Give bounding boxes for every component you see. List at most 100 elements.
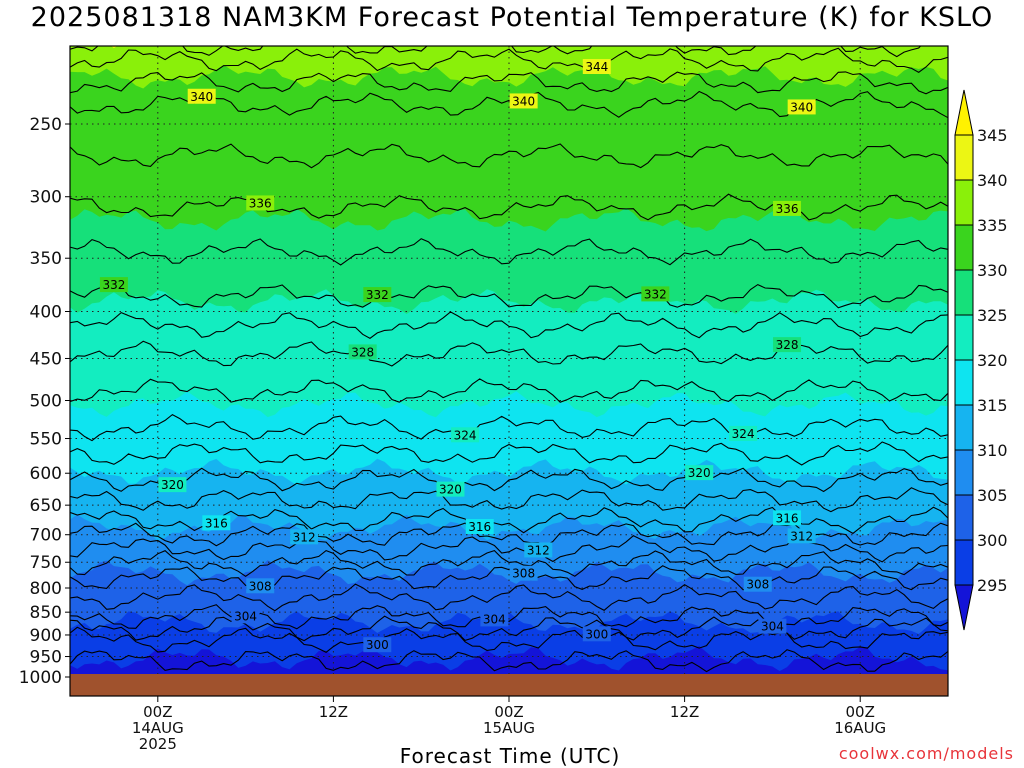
y-tick-label-600: 600 bbox=[30, 464, 62, 484]
contour-label-text: 316 bbox=[205, 516, 228, 530]
contour-line-318 bbox=[70, 487, 948, 513]
y-tick-label-900: 900 bbox=[30, 626, 62, 646]
fill-band-340 bbox=[70, 46, 948, 89]
contour-label-text: 332 bbox=[102, 278, 125, 292]
x-tick-label-54-1: 16AUG bbox=[834, 719, 886, 737]
colorbar: 295 300 305 310 315 320 325 330 335 340 345 bbox=[954, 89, 1008, 631]
contour-line-328 bbox=[70, 340, 948, 367]
colorbar-label-320: 320 bbox=[977, 351, 1008, 370]
y-axis: 250 300 350 400 450 500 550 600 650 700 750 800 850 9… bbox=[19, 115, 70, 688]
contour-label-320-15: 320 bbox=[685, 465, 714, 481]
fill-band-335 bbox=[70, 46, 948, 232]
contour-label-text: 320 bbox=[439, 483, 462, 497]
y-tick-label-850: 850 bbox=[30, 603, 62, 623]
contour-line-304 bbox=[70, 604, 948, 630]
contour-label-300-29: 300 bbox=[582, 626, 611, 642]
contour-label-text: 332 bbox=[366, 288, 389, 302]
contour-label-304-25: 304 bbox=[231, 608, 260, 624]
contour-label-text: 320 bbox=[688, 466, 711, 480]
contour-label-304-27: 304 bbox=[758, 618, 787, 634]
colorbar-swatch-295 bbox=[954, 539, 974, 586]
y-tick-label-300: 300 bbox=[30, 188, 62, 208]
contour-label-316-16: 316 bbox=[202, 515, 231, 531]
contour-label-text: 332 bbox=[644, 287, 667, 301]
x-tick-label-6-0: 00Z bbox=[143, 703, 172, 721]
y-tick-label-750: 750 bbox=[30, 553, 62, 573]
contour-label-324-12: 324 bbox=[729, 425, 758, 441]
contour-label-text: 312 bbox=[527, 543, 550, 557]
contour-label-text: 308 bbox=[249, 579, 272, 593]
contour-line-324 bbox=[70, 413, 948, 442]
contour-label-text: 300 bbox=[585, 627, 608, 641]
contour-line-342 bbox=[70, 71, 948, 95]
contour-line-336 bbox=[70, 193, 948, 221]
contour-label-text: 308 bbox=[746, 578, 769, 592]
contour-label-328-9: 328 bbox=[348, 344, 377, 360]
colorbar-swatch-325 bbox=[954, 269, 974, 316]
contour-label-text: 308 bbox=[512, 567, 535, 581]
colorbar-swatch-340 bbox=[954, 134, 974, 181]
x-tick-label-18-0: 12Z bbox=[319, 703, 348, 721]
colorbar-label-315: 315 bbox=[977, 396, 1008, 415]
contour-label-328-10: 328 bbox=[773, 337, 802, 353]
contour-line-332 bbox=[70, 283, 948, 309]
contour-label-336-4: 336 bbox=[246, 195, 275, 211]
contour-label-332-8: 332 bbox=[641, 286, 670, 302]
gridline-layer bbox=[70, 46, 948, 696]
contour-line-298 bbox=[70, 649, 948, 673]
contour-label-text: 340 bbox=[190, 90, 213, 104]
y-tick-label-350: 350 bbox=[30, 249, 62, 269]
colorbar-label-340: 340 bbox=[977, 171, 1008, 190]
contour-line-326 bbox=[70, 378, 948, 403]
contour-label-text: 324 bbox=[454, 428, 477, 442]
colorbar-label-300: 300 bbox=[977, 531, 1008, 550]
chart-title: 2025081318 NAM3KM Forecast Potential Tem… bbox=[30, 2, 994, 33]
contour-line-338 bbox=[70, 143, 948, 169]
contour-label-316-17: 316 bbox=[465, 518, 494, 534]
contour-line-310 bbox=[70, 549, 948, 577]
y-tick-label-700: 700 bbox=[30, 526, 62, 546]
contour-label-text: 320 bbox=[161, 478, 184, 492]
y-tick-label-250: 250 bbox=[30, 115, 62, 135]
contour-label-300-28: 300 bbox=[363, 637, 392, 653]
colorbar-label-305: 305 bbox=[977, 486, 1008, 505]
contour-label-308-22: 308 bbox=[246, 578, 275, 594]
contour-label-text: 324 bbox=[732, 427, 755, 441]
y-tick-label-950: 950 bbox=[30, 648, 62, 668]
colorbar-label-335: 335 bbox=[977, 216, 1008, 235]
y-tick-label-1000: 1000 bbox=[19, 668, 62, 688]
contour-label-304-26: 304 bbox=[480, 611, 509, 627]
y-tick-label-400: 400 bbox=[30, 302, 62, 322]
contour-label-text: 312 bbox=[790, 529, 813, 543]
ground-surface bbox=[70, 674, 948, 696]
contour-line-308 bbox=[70, 565, 948, 591]
contour-label-text: 304 bbox=[234, 609, 257, 623]
contour-label-324-11: 324 bbox=[451, 427, 480, 443]
contour-label-332-7: 332 bbox=[363, 287, 392, 303]
x-tick-label-54-0: 00Z bbox=[846, 703, 875, 721]
colorbar-swatch-300 bbox=[954, 494, 974, 541]
colorbar-label-325: 325 bbox=[977, 306, 1008, 325]
contour-label-312-21: 312 bbox=[787, 528, 816, 544]
colorbar-swatch-320 bbox=[954, 314, 974, 361]
colorbar-swatch-310 bbox=[954, 404, 974, 451]
y-tick-label-800: 800 bbox=[30, 579, 62, 599]
colorbar-label-310: 310 bbox=[977, 441, 1008, 460]
contour-label-text: 328 bbox=[351, 345, 374, 359]
contour-label-340-1: 340 bbox=[187, 88, 216, 104]
contour-label-text: 336 bbox=[249, 196, 272, 210]
contour-label-316-18: 316 bbox=[773, 510, 802, 526]
contour-line-330 bbox=[70, 311, 948, 339]
contour-label-320-14: 320 bbox=[436, 481, 465, 497]
colorbar-swatch-335 bbox=[954, 179, 974, 226]
contour-label-text: 328 bbox=[776, 338, 799, 352]
contour-label-text: 312 bbox=[293, 530, 316, 544]
contour-label-text: 316 bbox=[776, 511, 799, 525]
colorbar-label-295: 295 bbox=[977, 576, 1008, 595]
contour-label-text: 316 bbox=[468, 520, 491, 534]
contour-label-320-13: 320 bbox=[158, 477, 187, 493]
contour-label-344-0: 344 bbox=[582, 58, 611, 74]
colorbar-label-345: 345 bbox=[977, 126, 1008, 145]
colorbar-bottom-arrow bbox=[954, 584, 974, 631]
